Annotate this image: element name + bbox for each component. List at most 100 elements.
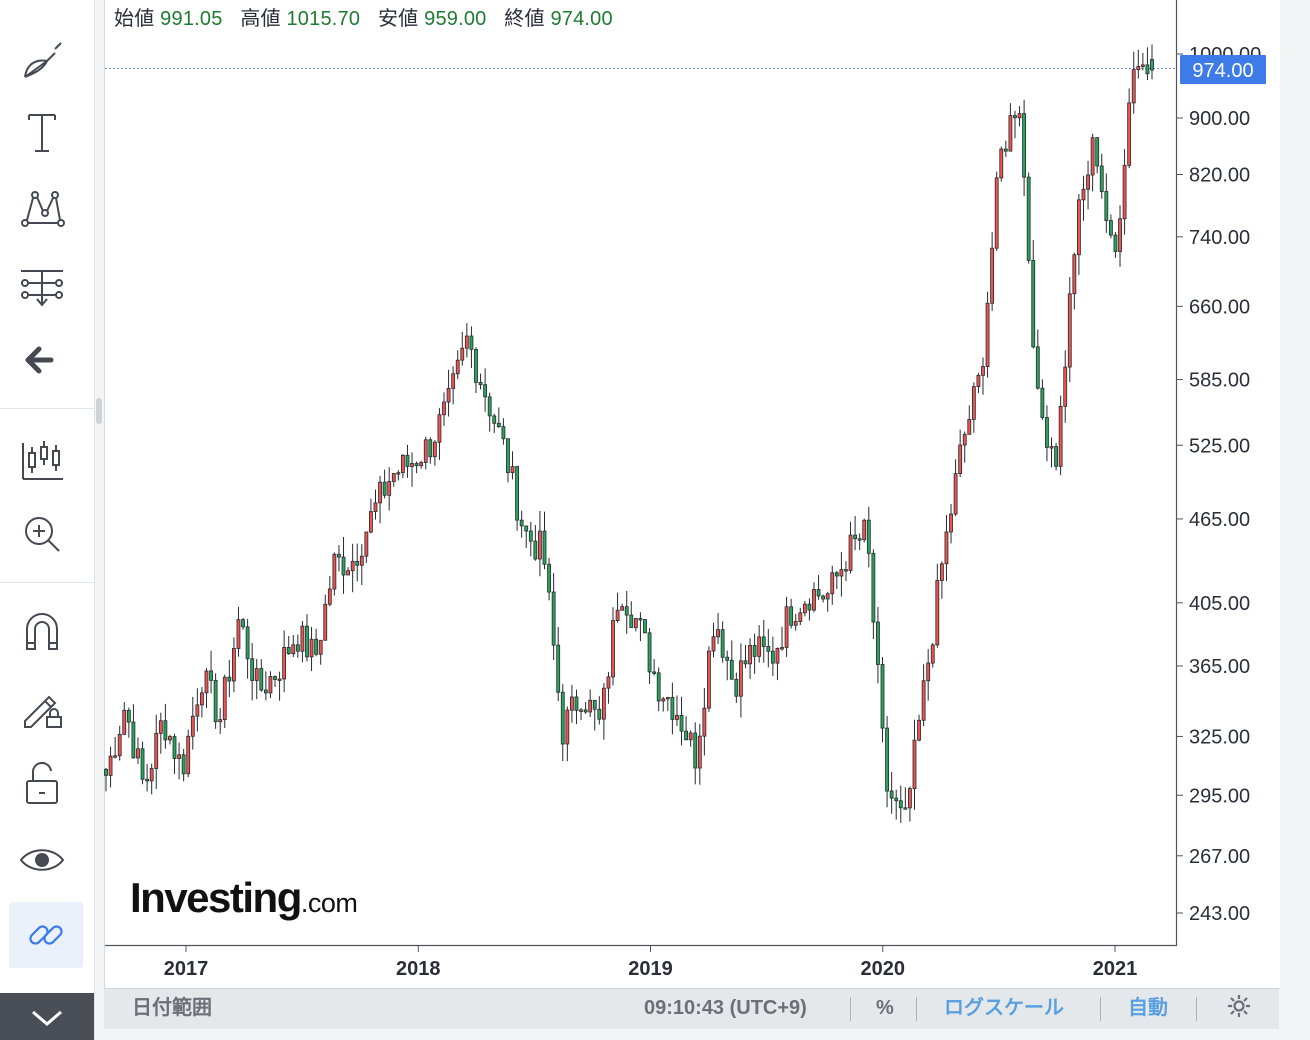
candle	[410, 452, 414, 487]
fib-icon[interactable]	[8, 256, 76, 316]
candle-body	[341, 556, 346, 576]
candle-body	[519, 519, 524, 527]
candle	[1131, 51, 1136, 114]
text-icon[interactable]	[8, 102, 76, 162]
candle-body	[186, 735, 191, 775]
candle	[337, 545, 341, 572]
candle	[675, 695, 679, 726]
candle-body	[154, 732, 159, 769]
candle-body	[560, 691, 565, 745]
date-range-button[interactable]: 日付範囲	[132, 997, 212, 1019]
candle	[862, 518, 867, 543]
zoom-in-icon[interactable]	[8, 504, 76, 564]
candle-body	[177, 754, 181, 759]
percent-scale-button[interactable]: %	[876, 997, 894, 1019]
price-tick-label: 295.00	[1189, 785, 1250, 807]
candle-body	[839, 569, 844, 577]
time-tick-label: 2021	[1093, 958, 1138, 980]
candle-body	[743, 660, 748, 665]
candle-body	[917, 719, 921, 741]
candle-body	[204, 670, 209, 694]
candle-body	[391, 473, 396, 482]
candle-body	[994, 177, 999, 249]
candle-body	[981, 366, 985, 376]
candle-body	[1054, 446, 1058, 467]
candle-body	[263, 689, 268, 694]
candle-body	[387, 481, 392, 496]
collapse-toolbar-button[interactable]	[0, 993, 94, 1040]
candle-body	[967, 419, 972, 435]
candle	[405, 444, 410, 478]
lock-drawing-icon[interactable]	[8, 678, 76, 738]
candle-body	[1035, 346, 1040, 389]
candle-body	[926, 662, 931, 682]
candle-body	[190, 715, 195, 737]
candle-body	[487, 396, 492, 417]
candle	[579, 707, 583, 721]
candle-body	[460, 347, 465, 361]
candle-body	[323, 603, 328, 641]
candle	[935, 563, 940, 648]
candle-body	[528, 530, 533, 542]
chart-type-icon[interactable]	[8, 430, 76, 490]
candle-body	[428, 439, 433, 458]
candle-body	[638, 618, 643, 621]
candle-body	[958, 444, 963, 474]
candle-body	[117, 733, 122, 757]
magnet-icon[interactable]	[8, 602, 76, 662]
candle-body	[679, 714, 684, 732]
link-icon[interactable]	[9, 902, 83, 968]
candle	[624, 590, 629, 634]
candle	[295, 634, 300, 658]
candle-body	[684, 730, 688, 741]
candle-body	[798, 612, 803, 622]
settings-button[interactable]	[1226, 993, 1252, 1033]
candle-body	[1122, 164, 1127, 220]
back-arrow-icon[interactable]	[8, 330, 76, 390]
candle	[994, 171, 999, 251]
brush-icon[interactable]	[8, 28, 76, 88]
candle-body	[780, 647, 784, 650]
candle-body	[108, 755, 113, 776]
unlock-icon[interactable]	[8, 754, 76, 814]
candle-body	[469, 335, 474, 350]
auto-scale-button[interactable]: 自動	[1128, 997, 1168, 1019]
toolbar-resize-handle[interactable]	[96, 398, 102, 424]
candle	[725, 650, 730, 681]
candle-body	[355, 560, 360, 566]
eye-icon[interactable]	[8, 830, 76, 890]
pattern-icon[interactable]	[8, 178, 76, 238]
candle-body	[601, 687, 606, 720]
candle	[871, 549, 876, 640]
candle-body	[1003, 148, 1008, 152]
candle	[885, 715, 889, 808]
candle-body	[209, 670, 213, 681]
candle	[519, 510, 524, 538]
candle-body	[707, 650, 711, 709]
candle-body	[620, 606, 625, 611]
last-price-tag	[1180, 55, 1266, 84]
candle	[784, 596, 789, 657]
candle-body	[857, 538, 862, 541]
close-label: 終値	[504, 8, 545, 30]
candle	[611, 607, 615, 686]
candle	[1031, 240, 1036, 349]
candle-body	[752, 645, 757, 657]
candle	[510, 451, 515, 480]
candle	[565, 706, 570, 762]
log-scale-button[interactable]: ログスケール	[944, 997, 1064, 1019]
candle-body	[876, 621, 880, 665]
candle	[1045, 405, 1049, 462]
candle	[1122, 149, 1127, 235]
candle	[1086, 160, 1090, 210]
candle-body	[442, 401, 446, 416]
high-value: 1015.70	[286, 8, 361, 30]
candle-body	[286, 647, 291, 655]
candle	[300, 621, 305, 663]
chart-panel[interactable]	[104, 0, 1280, 988]
candle	[515, 465, 519, 531]
candle-body	[962, 433, 967, 446]
candle-body	[410, 463, 414, 467]
candle	[437, 408, 442, 460]
